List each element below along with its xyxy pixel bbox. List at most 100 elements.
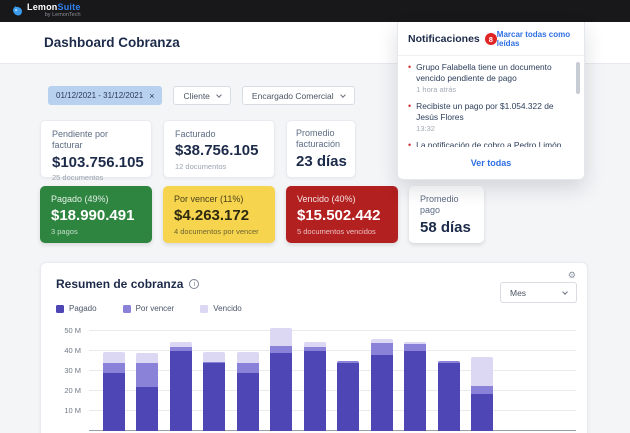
bar-3[interactable]	[169, 342, 192, 431]
notification-item[interactable]: • Grupo Falabella tiene un documento ven…	[408, 62, 570, 94]
bar-2[interactable]	[136, 353, 158, 431]
bar-segment-por-vencer[interactable]	[203, 362, 225, 363]
chart-title: Resumen de cobranza	[56, 277, 184, 291]
info-icon[interactable]: i	[189, 279, 200, 289]
bar-segment-vencido[interactable]	[471, 357, 493, 386]
notification-text: La notificación de cobro a Pedro Limón e…	[416, 139, 562, 147]
chart-plot: 10 M 20 M 30 M 40 M 50 M	[41, 326, 589, 431]
logo[interactable]: LemonSuite by LemonTech	[12, 3, 81, 19]
unread-dot-icon: •	[408, 100, 412, 111]
main-content: 01/12/2021 - 31/12/2021 × Cliente Encarg…	[0, 64, 630, 433]
date-range-filter[interactable]: 01/12/2021 - 31/12/2021 ×	[48, 86, 163, 105]
bar-segment-por-vencer[interactable]	[102, 363, 125, 373]
bar-11[interactable]	[437, 361, 460, 431]
close-icon[interactable]: ×	[149, 90, 155, 101]
logo-suffix: Suite	[57, 2, 81, 13]
notification-count-badge: 8	[484, 33, 497, 45]
encargado-comercial-select[interactable]: Encargado Comercial	[241, 86, 355, 105]
bar-6[interactable]	[270, 328, 292, 431]
legend-swatch	[200, 304, 209, 313]
card-label: Promedio facturación	[296, 128, 341, 150]
bar-segment-pagado[interactable]	[169, 351, 192, 431]
notifications-panel: Notificaciones 8 Marcar todas como leída…	[397, 22, 585, 180]
bar-segment-pagado[interactable]	[337, 363, 359, 431]
card-label: Por vencer (11%)	[174, 194, 244, 204]
bar-segment-por-vencer[interactable]	[303, 347, 326, 351]
bar-segment-por-vencer[interactable]	[236, 363, 259, 373]
bar-segment-vencido[interactable]	[169, 342, 192, 347]
gear-icon[interactable]: ⚙	[567, 270, 576, 280]
bar-segment-vencido[interactable]	[370, 339, 393, 343]
bar-segment-por-vencer[interactable]	[437, 361, 460, 363]
notifications-title: Notificaciones	[408, 33, 480, 45]
card-value: $4.263.172	[174, 207, 250, 225]
bar-segment-vencido[interactable]	[203, 352, 225, 362]
page-title: Dashboard Cobranza	[44, 35, 180, 50]
cliente-select-label: Cliente	[183, 90, 210, 101]
bar-segment-pagado[interactable]	[437, 363, 460, 431]
bar-segment-por-vencer[interactable]	[471, 386, 493, 394]
bar-segment-vencido[interactable]	[270, 328, 292, 346]
bar-segment-pagado[interactable]	[236, 373, 259, 431]
bar-segment-por-vencer[interactable]	[337, 361, 359, 363]
bar-segment-pagado[interactable]	[370, 355, 393, 431]
legend-label: Por vencer	[135, 304, 175, 313]
bar-1[interactable]	[102, 352, 125, 431]
bar-segment-por-vencer[interactable]	[136, 363, 158, 387]
card-label: Pagado (49%)	[51, 194, 109, 204]
bar-8[interactable]	[337, 361, 359, 431]
bar-10[interactable]	[404, 342, 426, 431]
card-label: Pendiente por facturar	[52, 129, 109, 151]
bar-segment-pagado[interactable]	[270, 353, 292, 431]
card-facturado: Facturado $38.756.105 12 documentos	[163, 120, 275, 178]
view-all-link[interactable]: Ver todas	[470, 158, 512, 168]
bar-5[interactable]	[236, 352, 259, 431]
card-pendiente-facturar: Pendiente por facturar $103.756.105 25 d…	[40, 120, 152, 182]
notification-item[interactable]: • Recibiste un pago por $1.054.322 de Je…	[408, 101, 570, 133]
logo-wordmark: LemonSuite	[27, 3, 81, 12]
gridline	[89, 390, 576, 391]
card-promedio-facturacion: Promedio facturación 23 días	[286, 120, 356, 178]
bar-9[interactable]	[370, 339, 393, 431]
gridline	[89, 330, 576, 331]
bar-segment-vencido[interactable]	[303, 342, 326, 347]
legend-label: Vencido	[213, 304, 242, 313]
chevron-down-icon	[562, 288, 568, 295]
bar-segment-por-vencer[interactable]	[404, 344, 426, 351]
notifications-scrollbar[interactable]	[576, 62, 580, 94]
bar-7[interactable]	[303, 342, 326, 431]
bar-segment-por-vencer[interactable]	[270, 346, 292, 353]
bar-4[interactable]	[203, 352, 225, 431]
y-axis-tick-label: 30 M	[64, 366, 81, 375]
bar-12[interactable]	[471, 357, 493, 431]
chart-card: Resumen de cobranza i Pagado Por vencer …	[40, 262, 588, 433]
card-label: Promedio pago	[420, 194, 459, 216]
bar-segment-pagado[interactable]	[102, 373, 125, 431]
bar-segment-pagado[interactable]	[471, 394, 493, 431]
bar-segment-pagado[interactable]	[303, 351, 326, 431]
bar-segment-por-vencer[interactable]	[169, 347, 192, 351]
notification-time: 13:32	[416, 123, 435, 133]
legend-swatch	[56, 304, 64, 313]
bar-segment-pagado[interactable]	[136, 387, 158, 431]
filters-bar: 01/12/2021 - 31/12/2021 × Cliente Encarg…	[48, 86, 355, 105]
period-select-value: Mes	[510, 287, 527, 298]
card-value: 58 días	[420, 218, 471, 236]
bar-segment-vencido[interactable]	[136, 353, 158, 363]
card-vencido: Vencido (40%) $15.502.442 5 documentos v…	[286, 186, 398, 243]
bar-segment-vencido[interactable]	[102, 352, 125, 363]
cliente-select[interactable]: Cliente	[173, 86, 231, 105]
notification-item[interactable]: • La notificación de cobro a Pedro Limón…	[408, 140, 570, 147]
period-select[interactable]: Mes	[500, 282, 577, 303]
bar-segment-pagado[interactable]	[203, 363, 225, 431]
chevron-down-icon	[216, 91, 222, 98]
app-header: LemonSuite by LemonTech	[0, 0, 630, 22]
mark-all-read-link[interactable]: Marcar todas como leídas	[496, 30, 571, 48]
notification-text: Recibiste un pago por $1.054.322 de Jesú…	[416, 100, 554, 122]
bar-segment-vencido[interactable]	[236, 352, 259, 363]
date-range-value: 01/12/2021 - 31/12/2021	[56, 91, 144, 100]
bar-segment-pagado[interactable]	[404, 351, 426, 431]
bar-segment-por-vencer[interactable]	[370, 343, 393, 355]
bar-segment-vencido[interactable]	[404, 342, 426, 344]
